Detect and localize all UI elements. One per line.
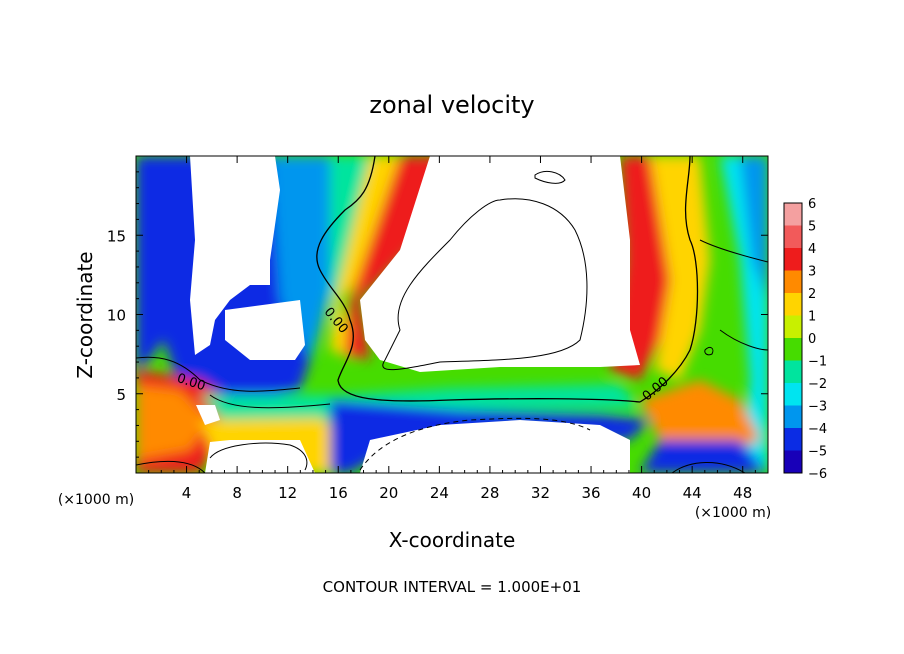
x-unit-note-left: (×1000 m) <box>58 492 134 508</box>
contour-zero-left <box>136 356 301 392</box>
colorbar-swatch <box>784 428 802 451</box>
x-tick-label: 32 <box>531 484 550 502</box>
colorbar-label: 0 <box>808 332 816 347</box>
x-tick-label: 40 <box>632 484 651 502</box>
x-axis: 4 8 12 16 20 24 28 32 36 40 44 48 <box>148 156 769 502</box>
contour-bottom-edge <box>136 460 206 473</box>
colorbar-label: 1 <box>808 310 816 325</box>
contour-right-branch-2 <box>719 329 768 351</box>
colorbar-swatch <box>784 248 802 271</box>
field-right-bottom-blue <box>640 440 768 473</box>
colorbar-swatch <box>784 338 802 361</box>
colorbar-label: −6 <box>808 467 827 482</box>
contour-right-branch <box>699 239 768 263</box>
colorbar-label: 4 <box>808 242 816 257</box>
colorbar-swatch <box>784 450 802 473</box>
x-axis-label: X-coordinate <box>389 528 516 552</box>
contour-zero-right <box>639 156 699 403</box>
contour-bottom-right <box>671 462 746 473</box>
contour-shear <box>209 394 331 409</box>
y-tick-label: 10 <box>107 307 126 325</box>
colorbar-label: 3 <box>808 265 816 280</box>
x-tick-label: 20 <box>379 484 398 502</box>
colorbar-label: −2 <box>808 377 827 392</box>
colorbar-swatch <box>784 405 802 428</box>
contour-bottom-left <box>209 442 308 471</box>
x-tick-label: 12 <box>278 484 297 502</box>
mask-upper-left-2 <box>225 300 305 360</box>
mask-central <box>360 156 640 372</box>
x-tick-label: 16 <box>329 484 348 502</box>
colorbar-label: −3 <box>808 400 827 415</box>
x-tick-label: 8 <box>232 484 242 502</box>
contour-central-loop <box>382 198 588 371</box>
contour-interval-note: CONTOUR INTERVAL = 1.000E+01 <box>323 578 582 596</box>
contour-zero-main <box>316 156 641 403</box>
x-tick-label: 24 <box>430 484 449 502</box>
contour-lines <box>136 156 768 473</box>
colorbar-swatch <box>784 225 802 248</box>
colorbar-swatch <box>784 293 802 316</box>
colorbar-swatch <box>784 315 802 338</box>
colorbar-swatch <box>784 203 802 226</box>
mask-bottom-center <box>360 420 630 473</box>
contour-tiny-loop <box>704 346 714 356</box>
y-tick-label: 5 <box>116 386 126 404</box>
chart-title: zonal velocity <box>369 91 534 119</box>
colorbar-swatch <box>784 383 802 406</box>
colorbar-label: 6 <box>808 197 816 212</box>
field-right-blue <box>740 156 768 300</box>
x-unit-note-right: (×1000 m) <box>695 505 771 521</box>
x-tick-label: 48 <box>733 484 752 502</box>
colorbar: 6 5 4 3 2 1 0 −1 −2 −3 −4 −5 −6 <box>783 197 827 482</box>
colorbar-label: 2 <box>808 287 816 302</box>
y-axis-label: Z-coordinate <box>73 251 97 378</box>
colorbar-label: −5 <box>808 445 827 460</box>
field-lower-left-orange <box>136 385 210 460</box>
heatmap-field: 0.00 0.00 0.00 <box>136 156 768 473</box>
x-tick-label: 36 <box>581 484 600 502</box>
colorbar-frame <box>783 202 803 474</box>
x-tick-label: 4 <box>182 484 192 502</box>
colorbar-swatch <box>784 360 802 383</box>
x-tick-label: 28 <box>480 484 499 502</box>
y-tick-label: 15 <box>107 227 126 245</box>
colorbar-swatch <box>784 270 802 293</box>
colorbar-label: −1 <box>808 355 827 370</box>
y-axis: 5 10 15 <box>107 171 768 458</box>
mask-upper-left <box>190 156 280 355</box>
contour-small-loop <box>534 170 566 184</box>
x-tick-label: 44 <box>683 484 702 502</box>
colorbar-label: 5 <box>808 220 816 235</box>
mask-small <box>196 405 220 425</box>
mask-bottom-left <box>205 440 315 473</box>
colorbar-label: −4 <box>808 422 827 437</box>
